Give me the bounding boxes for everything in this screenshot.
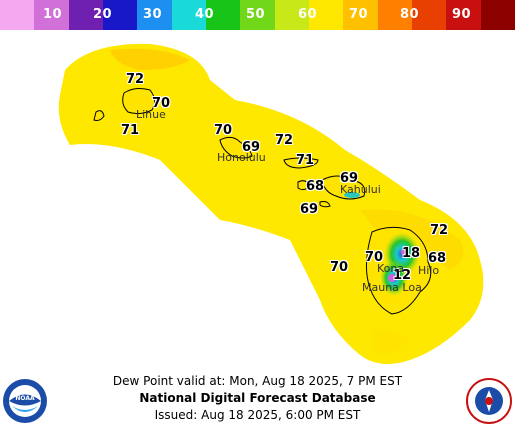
database-title: National Digital Forecast Database bbox=[139, 391, 376, 405]
value-label-oahu-east: 69 bbox=[242, 140, 261, 155]
value-label-molokai: 71 bbox=[296, 153, 315, 168]
value-label-hilo: 68 bbox=[428, 251, 447, 266]
legend-label: 60 bbox=[298, 7, 318, 22]
legend-swatch bbox=[0, 0, 35, 30]
island-lanai bbox=[297, 180, 311, 191]
city-kahului: Kahului bbox=[340, 183, 381, 196]
issued-time-text: Issued: Aug 18 2025, 6:00 PM EST bbox=[154, 408, 361, 422]
legend-label: 90 bbox=[452, 7, 472, 22]
legend-swatch bbox=[446, 0, 481, 30]
value-label-mauna-kea: 18 bbox=[402, 246, 421, 261]
legend-swatch bbox=[377, 0, 412, 30]
valid-time-text: Dew Point valid at: Mon, Aug 18 2025, 7 … bbox=[112, 374, 403, 388]
legend-swatch bbox=[274, 0, 309, 30]
island-kauai bbox=[122, 88, 156, 115]
value-label-kona-west: 70 bbox=[330, 260, 349, 275]
legend-swatch bbox=[171, 0, 206, 30]
value-label-oahu-west: 70 bbox=[214, 123, 233, 138]
value-label-hawaii-northeast: 72 bbox=[430, 223, 449, 238]
map-canvas bbox=[58, 43, 484, 364]
legend-swatch bbox=[137, 0, 172, 30]
legend-swatch bbox=[102, 0, 138, 30]
legend-swatch bbox=[411, 0, 447, 30]
value-label-kauai-south: 71 bbox=[121, 123, 140, 138]
footer: Dew Point valid at: Mon, Aug 18 2025, 7 … bbox=[0, 373, 515, 424]
legend-label: 20 bbox=[93, 7, 113, 22]
legend-swatch bbox=[68, 0, 103, 30]
south-tail bbox=[372, 329, 410, 355]
value-label-channel: 72 bbox=[275, 133, 294, 148]
legend-swatch bbox=[308, 0, 344, 30]
legend-label: 40 bbox=[195, 7, 215, 22]
legend-swatch bbox=[34, 0, 69, 30]
noaa-logo-text: NOAA bbox=[15, 395, 35, 402]
island-oahu bbox=[219, 136, 253, 159]
island-niihau bbox=[93, 110, 105, 121]
color-legend: 10 20 30 40 50 60 70 80 90 bbox=[0, 0, 515, 30]
legend-label: 30 bbox=[143, 7, 163, 22]
forecast-map: 72 70 71 70 69 72 71 69 68 69 72 18 70 68 70 12 Lihue Hon… bbox=[0, 30, 515, 370]
city-lihue: Lihue bbox=[136, 108, 166, 121]
forecast-domain bbox=[58, 43, 484, 364]
value-label-maui-north: 69 bbox=[340, 171, 359, 186]
legend-label: 80 bbox=[400, 7, 420, 22]
value-label-kahoolawe: 69 bbox=[300, 202, 319, 217]
mauna-loa-peak bbox=[388, 274, 396, 282]
mauna-kea-peak bbox=[401, 248, 409, 256]
city-honolulu: Honolulu bbox=[217, 151, 266, 164]
noaa-logo: NOAA bbox=[3, 379, 47, 423]
legend-swatch bbox=[240, 0, 275, 30]
island-molokai bbox=[283, 157, 319, 169]
legend-label: 50 bbox=[246, 7, 266, 22]
value-label-kauai-east: 70 bbox=[152, 96, 171, 111]
value-label-lanai: 68 bbox=[306, 179, 325, 194]
legend-swatch bbox=[480, 0, 515, 30]
value-label-mauna-loa: 12 bbox=[393, 268, 412, 283]
city-kona: Kona bbox=[377, 262, 405, 275]
legend-label: 70 bbox=[349, 7, 369, 22]
value-label-kauai-north: 72 bbox=[126, 72, 145, 87]
city-hilo: Hilo bbox=[418, 264, 440, 277]
city-mauna-loa: Mauna Loa bbox=[362, 281, 422, 294]
value-label-kona-north: 70 bbox=[365, 250, 384, 265]
island-kahoolawe bbox=[319, 201, 331, 208]
nws-logo bbox=[466, 378, 512, 424]
haleakala-contour bbox=[344, 192, 360, 198]
forecast-domain-orange bbox=[110, 48, 190, 70]
legend-label: 10 bbox=[43, 7, 63, 22]
legend-swatch bbox=[343, 0, 378, 30]
legend-swatch bbox=[205, 0, 241, 30]
